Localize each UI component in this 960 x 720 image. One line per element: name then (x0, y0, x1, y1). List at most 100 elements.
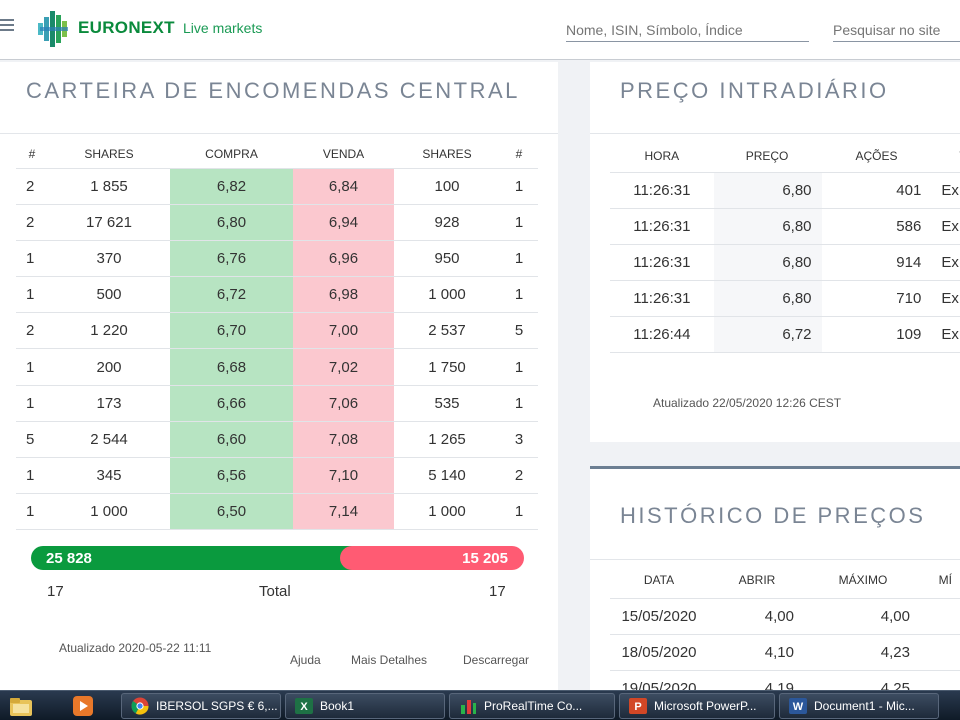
table-cell: 6,50 (170, 493, 293, 531)
table-row: 1 200 6,68 7,02 1 750 1 (16, 348, 538, 386)
order-book-updated: Atualizado 2020-05-22 11:11 (59, 641, 212, 655)
table-cell: 4,00 (708, 598, 796, 635)
column-header: SHARES (48, 141, 170, 169)
table-cell: 2 537 (394, 312, 500, 350)
taskbar-item-label: IBERSOL SGPS € 6,... (156, 699, 278, 713)
menu-icon[interactable] (0, 16, 14, 34)
table-cell: 1 (16, 276, 48, 314)
media-player-icon[interactable] (70, 694, 96, 718)
taskbar-item-word[interactable]: W Document1 - Mic... (779, 693, 939, 719)
table-cell: 11:26:31 (610, 172, 714, 209)
table-cell: 1 (500, 385, 538, 422)
svg-text:P: P (634, 701, 641, 713)
table-cell: 1 (16, 240, 48, 278)
table-row: 11:26:31 6,80 914 Ex (610, 244, 960, 282)
table-cell: 6,82 (170, 168, 293, 205)
table-cell: 3 (500, 421, 538, 459)
table-cell: 2 (16, 312, 48, 350)
total-label: Total (259, 583, 291, 600)
table-cell (910, 598, 960, 635)
excel-icon: X (295, 698, 313, 714)
taskbar-item-powerpoint[interactable]: P Microsoft PowerP... (619, 693, 775, 719)
table-cell: 11:26:44 (610, 316, 714, 354)
table-cell: 6,76 (170, 240, 293, 278)
table-cell (910, 634, 960, 671)
intraday-panel: PREÇO INTRADIÁRIO HORA PREÇO AÇÕES TI 11… (590, 62, 960, 442)
table-row: 15/05/2020 4,00 4,00 (610, 598, 960, 635)
euronext-logo-icon (38, 11, 68, 47)
table-cell: 100 (394, 168, 500, 205)
taskbar-item-excel[interactable]: X Book1 (285, 693, 445, 719)
table-cell: 7,02 (293, 348, 394, 386)
table-cell: 18/05/2020 (610, 634, 708, 671)
table-row: 11:26:31 6,80 401 Ex (610, 172, 960, 209)
table-cell: 2 (16, 204, 48, 241)
table-cell: 1 000 (394, 493, 500, 531)
table-cell: Ex (931, 244, 960, 282)
word-icon: W (789, 698, 807, 714)
live-markets-link[interactable]: Live markets (183, 20, 263, 36)
brand-name[interactable]: EURONEXT (78, 18, 175, 37)
table-row: 1 500 6,72 6,98 1 000 1 (16, 276, 538, 314)
table-cell: 1 000 (394, 276, 500, 314)
column-header: AÇÕES (821, 140, 932, 173)
column-header: MÁXIMO (796, 562, 910, 599)
column-header: # (500, 141, 538, 169)
column-header: SHARES (394, 141, 500, 169)
table-cell: 4,00 (796, 598, 910, 635)
table-cell: 1 855 (48, 168, 170, 205)
table-cell: 2 544 (48, 421, 170, 459)
divider (590, 133, 960, 134)
taskbar-item-label: ProRealTime Co... (484, 699, 583, 713)
svg-text:W: W (793, 701, 804, 713)
table-cell: 6,80 (170, 204, 293, 241)
table-cell: 1 (500, 240, 538, 278)
intraday-updated: Atualizado 22/05/2020 12:26 CEST (653, 396, 842, 410)
table-cell: 4,23 (796, 634, 910, 671)
help-link[interactable]: Ajuda (290, 653, 321, 667)
table-cell: 1 (500, 493, 538, 531)
table-cell: 17 621 (48, 204, 170, 241)
taskbar-item-label: Book1 (320, 699, 355, 713)
table-cell: 7,06 (293, 385, 394, 422)
powerpoint-icon: P (629, 698, 647, 714)
table-cell: 6,66 (170, 385, 293, 422)
table-cell: 5 (500, 312, 538, 350)
column-header: ABRIR (708, 562, 796, 599)
column-header: COMPRA (170, 141, 293, 169)
table-row: 2 17 621 6,80 6,94 928 1 (16, 204, 538, 241)
column-header: # (16, 141, 48, 169)
table-cell: 7,08 (293, 421, 394, 459)
column-header: MÍ (910, 562, 960, 599)
table-cell: 1 (16, 457, 48, 495)
table-cell: 1 (500, 348, 538, 386)
table-cell: 1 (500, 168, 538, 205)
divider (0, 133, 558, 134)
taskbar-item-label: Document1 - Mic... (814, 699, 915, 713)
table-cell: 1 (500, 276, 538, 314)
price-history-panel: HISTÓRICO DE PREÇOS DATA ABRIR MÁXIMO MÍ… (590, 466, 960, 708)
buy-volume-total: 25 828 (46, 550, 92, 567)
site-search-input[interactable] (833, 10, 960, 42)
table-cell: 1 220 (48, 312, 170, 350)
taskbar-item-prorealtime[interactable]: ProRealTime Co... (449, 693, 615, 719)
taskbar-item-chrome[interactable]: IBERSOL SGPS € 6,... (121, 693, 281, 719)
table-row: 11:26:31 6,80 586 Ex (610, 208, 960, 245)
table-cell: 6,80 (713, 244, 822, 282)
sell-volume-bar (340, 546, 524, 570)
column-header: DATA (610, 562, 708, 599)
order-book-panel: CARTEIRA DE ENCOMENDAS CENTRAL # SHARES … (0, 62, 558, 690)
sell-orders-total: 17 (489, 583, 506, 600)
table-cell: 535 (394, 385, 500, 422)
table-cell: 2 (16, 168, 48, 205)
folder-icon[interactable] (8, 694, 34, 718)
table-cell: 109 (821, 316, 932, 354)
table-cell: 370 (48, 240, 170, 278)
more-details-link[interactable]: Mais Detalhes (351, 653, 428, 667)
table-cell: 1 265 (394, 421, 500, 459)
instrument-search-input[interactable] (566, 10, 809, 42)
download-link[interactable]: Descarregar (463, 653, 530, 667)
